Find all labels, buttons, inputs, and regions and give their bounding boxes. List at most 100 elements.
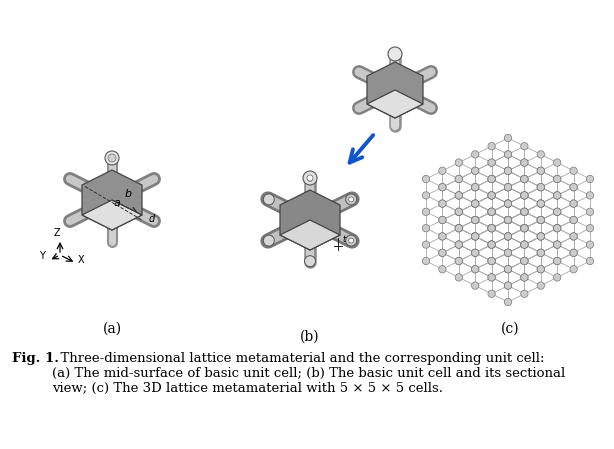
Circle shape — [537, 233, 545, 240]
Circle shape — [488, 208, 495, 216]
Circle shape — [439, 200, 446, 207]
Circle shape — [472, 167, 479, 175]
Circle shape — [349, 238, 354, 243]
Circle shape — [263, 194, 274, 205]
Text: (c): (c) — [500, 322, 519, 336]
Circle shape — [488, 241, 495, 248]
Circle shape — [488, 142, 495, 150]
Circle shape — [488, 192, 495, 199]
Circle shape — [455, 192, 462, 199]
Circle shape — [504, 200, 511, 207]
Circle shape — [472, 249, 479, 256]
Circle shape — [537, 265, 545, 273]
Polygon shape — [82, 170, 142, 230]
Circle shape — [455, 257, 462, 265]
Circle shape — [570, 200, 577, 207]
Circle shape — [521, 224, 528, 232]
Circle shape — [504, 167, 511, 175]
Circle shape — [570, 233, 577, 240]
Circle shape — [570, 184, 577, 191]
Circle shape — [537, 249, 545, 256]
Circle shape — [455, 241, 462, 248]
Circle shape — [504, 200, 511, 207]
Circle shape — [553, 224, 561, 232]
Circle shape — [488, 192, 495, 199]
Circle shape — [521, 159, 528, 166]
Circle shape — [472, 265, 479, 273]
Circle shape — [553, 175, 561, 183]
Circle shape — [472, 282, 479, 289]
Text: Three-dimensional lattice metamaterial and the corresponding unit cell:
(a) The : Three-dimensional lattice metamaterial a… — [52, 352, 565, 395]
Circle shape — [570, 216, 577, 224]
Circle shape — [422, 241, 430, 248]
Polygon shape — [280, 220, 340, 250]
Circle shape — [439, 249, 446, 256]
Circle shape — [504, 200, 511, 207]
Circle shape — [504, 233, 511, 240]
Circle shape — [553, 241, 561, 248]
Circle shape — [553, 192, 561, 199]
Circle shape — [521, 224, 528, 232]
Circle shape — [586, 257, 594, 265]
Circle shape — [488, 192, 495, 199]
Circle shape — [504, 216, 511, 224]
Circle shape — [488, 159, 495, 166]
Circle shape — [488, 208, 495, 216]
Circle shape — [455, 257, 462, 265]
Circle shape — [537, 184, 545, 191]
Circle shape — [455, 274, 462, 281]
Circle shape — [388, 47, 402, 61]
Circle shape — [586, 208, 594, 216]
Circle shape — [504, 265, 511, 273]
Circle shape — [504, 249, 511, 256]
Circle shape — [553, 192, 561, 199]
Circle shape — [439, 216, 446, 224]
Circle shape — [504, 184, 511, 191]
Circle shape — [521, 175, 528, 183]
Circle shape — [346, 235, 357, 246]
Circle shape — [504, 167, 511, 175]
Circle shape — [488, 224, 495, 232]
Circle shape — [537, 265, 545, 273]
Circle shape — [521, 208, 528, 216]
Circle shape — [586, 241, 594, 248]
Polygon shape — [280, 190, 340, 250]
Circle shape — [553, 241, 561, 248]
Circle shape — [472, 200, 479, 207]
Circle shape — [504, 282, 511, 289]
Circle shape — [504, 151, 511, 158]
Circle shape — [455, 208, 462, 216]
Circle shape — [472, 265, 479, 273]
Circle shape — [472, 233, 479, 240]
Circle shape — [472, 184, 479, 191]
Circle shape — [504, 184, 511, 191]
Circle shape — [504, 134, 511, 142]
Circle shape — [488, 208, 495, 216]
Circle shape — [488, 224, 495, 232]
Circle shape — [504, 282, 511, 289]
Circle shape — [586, 192, 594, 199]
Circle shape — [537, 233, 545, 240]
Circle shape — [521, 175, 528, 183]
Circle shape — [349, 197, 354, 202]
Circle shape — [521, 274, 528, 281]
Circle shape — [570, 167, 577, 175]
Circle shape — [521, 208, 528, 216]
Text: (a): (a) — [103, 322, 122, 336]
Text: Fig. 1.: Fig. 1. — [12, 352, 59, 365]
Circle shape — [504, 298, 511, 306]
Circle shape — [455, 224, 462, 232]
Text: Y: Y — [39, 251, 45, 260]
Circle shape — [422, 257, 430, 265]
Circle shape — [305, 173, 316, 185]
Circle shape — [553, 192, 561, 199]
Circle shape — [472, 216, 479, 224]
Circle shape — [455, 208, 462, 216]
Circle shape — [105, 151, 119, 165]
Circle shape — [521, 257, 528, 265]
Circle shape — [521, 290, 528, 298]
Circle shape — [553, 208, 561, 216]
Circle shape — [263, 235, 274, 246]
Circle shape — [504, 216, 511, 224]
Circle shape — [586, 224, 594, 232]
